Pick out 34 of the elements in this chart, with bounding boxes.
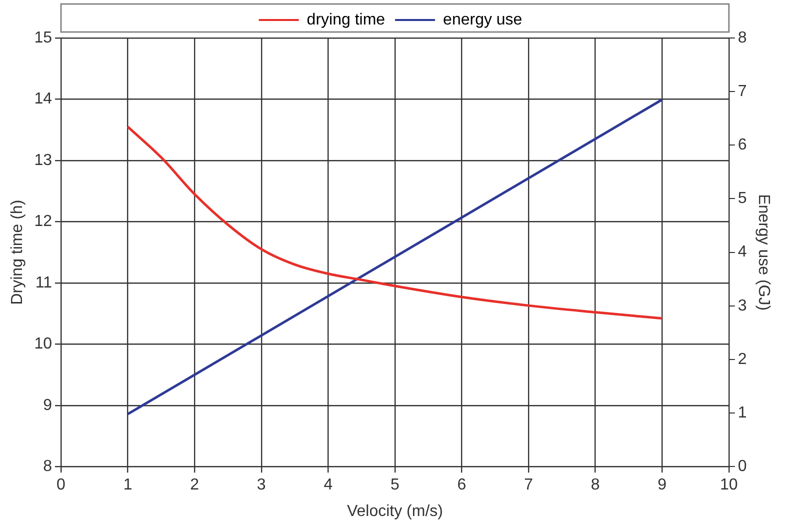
y-tick-label: 12 [34,213,52,230]
y-tick-label: 13 [34,152,52,169]
legend-label: energy use [443,11,522,28]
x-tick-label: 6 [457,476,466,494]
x-tick-label: 2 [190,476,200,494]
y-axis-title: Drying time (h) [9,200,26,305]
x-tick-label: 9 [658,476,667,494]
y-tick-label: 9 [43,396,52,414]
line-series [126,126,664,320]
y-tick-label: 15 [34,29,52,46]
y2-tick-label: 2 [738,350,747,368]
x-tick-label: 4 [324,476,333,494]
x-tick-label: 0 [56,476,66,494]
x-tick-label: 3 [256,476,266,494]
y-tick-label: 11 [35,274,52,292]
y2-tick-label: 4 [738,244,747,261]
y2-tick-label: 1 [738,404,747,422]
x-tick-label: 1 [123,476,132,494]
x-tick-label: 7 [524,476,534,494]
y-tick-label: 14 [34,90,52,108]
x-tick-label: 5 [390,476,400,494]
y2-tick-label: 6 [738,136,747,154]
legend-label: drying time [306,11,386,28]
x-tick-label: 8 [590,476,600,494]
y2-tick-label: 5 [738,190,747,208]
x-tick-label: 10 [720,476,738,494]
y2-tick-label: 0 [738,458,747,476]
y2-tick-label: 7 [738,82,747,100]
y-tick-label: 10 [34,336,52,353]
y2-tick-label: 8 [738,29,747,46]
y-tick-label: 8 [43,458,52,476]
y2-axis-title: Energy use (GJ) [754,194,772,311]
y2-tick-label: 3 [738,297,747,314]
x-axis-title: Velocity (m/s) [346,502,443,520]
